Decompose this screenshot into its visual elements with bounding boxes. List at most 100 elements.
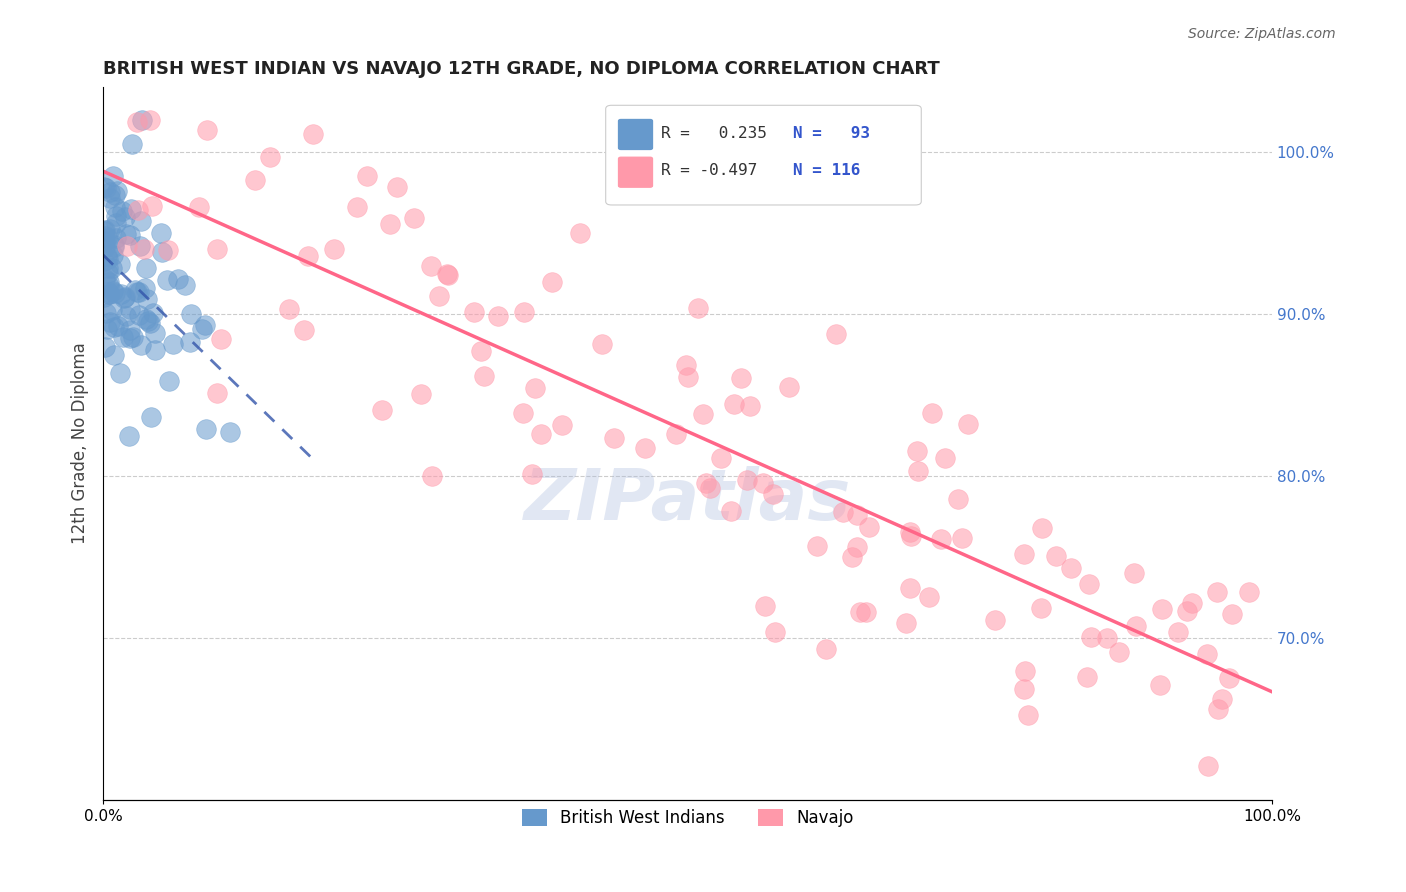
Navajo xyxy=(1237,585,1260,599)
British West Indians xyxy=(97,261,120,276)
British West Indians xyxy=(118,227,141,242)
Navajo xyxy=(918,590,941,604)
British West Indians xyxy=(108,257,131,271)
British West Indians xyxy=(98,287,121,301)
British West Indians xyxy=(94,181,117,195)
Navajo xyxy=(778,380,800,394)
British West Indians xyxy=(94,306,117,320)
British West Indians xyxy=(129,338,152,352)
British West Indians xyxy=(218,425,240,439)
Navajo xyxy=(378,217,401,231)
British West Indians xyxy=(114,290,136,304)
Navajo xyxy=(730,371,752,385)
Navajo xyxy=(676,370,699,384)
Navajo xyxy=(1045,549,1067,563)
Navajo xyxy=(848,605,870,619)
Y-axis label: 12th Grade, No Diploma: 12th Grade, No Diploma xyxy=(72,343,89,544)
British West Indians xyxy=(143,326,166,340)
British West Indians xyxy=(94,271,117,285)
Navajo xyxy=(905,444,928,458)
Navajo xyxy=(371,402,394,417)
British West Indians xyxy=(141,410,163,425)
British West Indians xyxy=(94,235,117,249)
Navajo xyxy=(686,301,709,316)
Navajo xyxy=(845,508,868,523)
Navajo xyxy=(900,528,922,542)
British West Indians xyxy=(98,191,121,205)
Navajo xyxy=(209,332,232,346)
British West Indians xyxy=(131,112,153,127)
Navajo xyxy=(720,504,742,518)
British West Indians xyxy=(150,226,173,240)
British West Indians xyxy=(96,231,118,245)
Text: N = 116: N = 116 xyxy=(793,163,860,178)
Navajo xyxy=(141,199,163,213)
Navajo xyxy=(948,491,970,506)
Navajo xyxy=(259,150,281,164)
Navajo xyxy=(858,520,880,534)
British West Indians xyxy=(103,348,125,362)
Navajo xyxy=(524,381,547,395)
British West Indians xyxy=(97,266,120,280)
Navajo xyxy=(603,431,626,445)
British West Indians xyxy=(97,279,120,293)
Navajo xyxy=(157,243,180,257)
Navajo xyxy=(436,268,458,282)
British West Indians xyxy=(179,334,201,349)
British West Indians xyxy=(174,278,197,293)
Navajo xyxy=(1208,702,1230,716)
Navajo xyxy=(292,323,315,337)
British West Indians xyxy=(104,200,127,214)
British West Indians xyxy=(103,240,125,254)
British West Indians xyxy=(139,316,162,330)
British West Indians xyxy=(134,281,156,295)
Navajo xyxy=(1167,625,1189,640)
Navajo xyxy=(568,226,591,240)
Text: R =   0.235: R = 0.235 xyxy=(661,127,766,141)
Navajo xyxy=(1014,664,1036,678)
British West Indians xyxy=(98,275,121,289)
Navajo xyxy=(1175,604,1198,618)
Navajo xyxy=(754,599,776,613)
British West Indians xyxy=(121,330,143,344)
British West Indians xyxy=(105,185,128,199)
British West Indians xyxy=(128,308,150,322)
British West Indians xyxy=(108,367,131,381)
Navajo xyxy=(472,369,495,384)
British West Indians xyxy=(194,422,217,436)
Text: N =   93: N = 93 xyxy=(793,127,870,141)
Navajo xyxy=(824,326,846,341)
Navajo xyxy=(278,302,301,317)
Navajo xyxy=(806,539,828,553)
British West Indians xyxy=(112,330,135,344)
Navajo xyxy=(841,549,863,564)
British West Indians xyxy=(118,429,141,443)
Navajo xyxy=(692,407,714,421)
British West Indians xyxy=(180,307,202,321)
Text: R = -0.497: R = -0.497 xyxy=(661,163,756,178)
Navajo xyxy=(1031,521,1053,535)
Navajo xyxy=(1076,670,1098,684)
Navajo xyxy=(132,243,155,257)
Navajo xyxy=(1029,600,1052,615)
Navajo xyxy=(115,239,138,253)
British West Indians xyxy=(105,230,128,244)
Navajo xyxy=(1012,547,1035,561)
FancyBboxPatch shape xyxy=(606,105,921,205)
British West Indians xyxy=(162,337,184,351)
British West Indians xyxy=(143,343,166,358)
Navajo xyxy=(957,417,980,431)
British West Indians xyxy=(105,216,128,230)
Navajo xyxy=(245,173,267,187)
Legend: British West Indians, Navajo: British West Indians, Navajo xyxy=(515,803,860,834)
Text: ZIPatlas: ZIPatlas xyxy=(524,466,851,535)
British West Indians xyxy=(93,224,115,238)
Navajo xyxy=(302,127,325,141)
Navajo xyxy=(512,305,534,319)
Navajo xyxy=(1077,577,1099,591)
British West Indians xyxy=(101,169,124,184)
Navajo xyxy=(420,259,443,273)
Navajo xyxy=(1014,681,1036,696)
Navajo xyxy=(1108,645,1130,659)
British West Indians xyxy=(120,202,142,216)
